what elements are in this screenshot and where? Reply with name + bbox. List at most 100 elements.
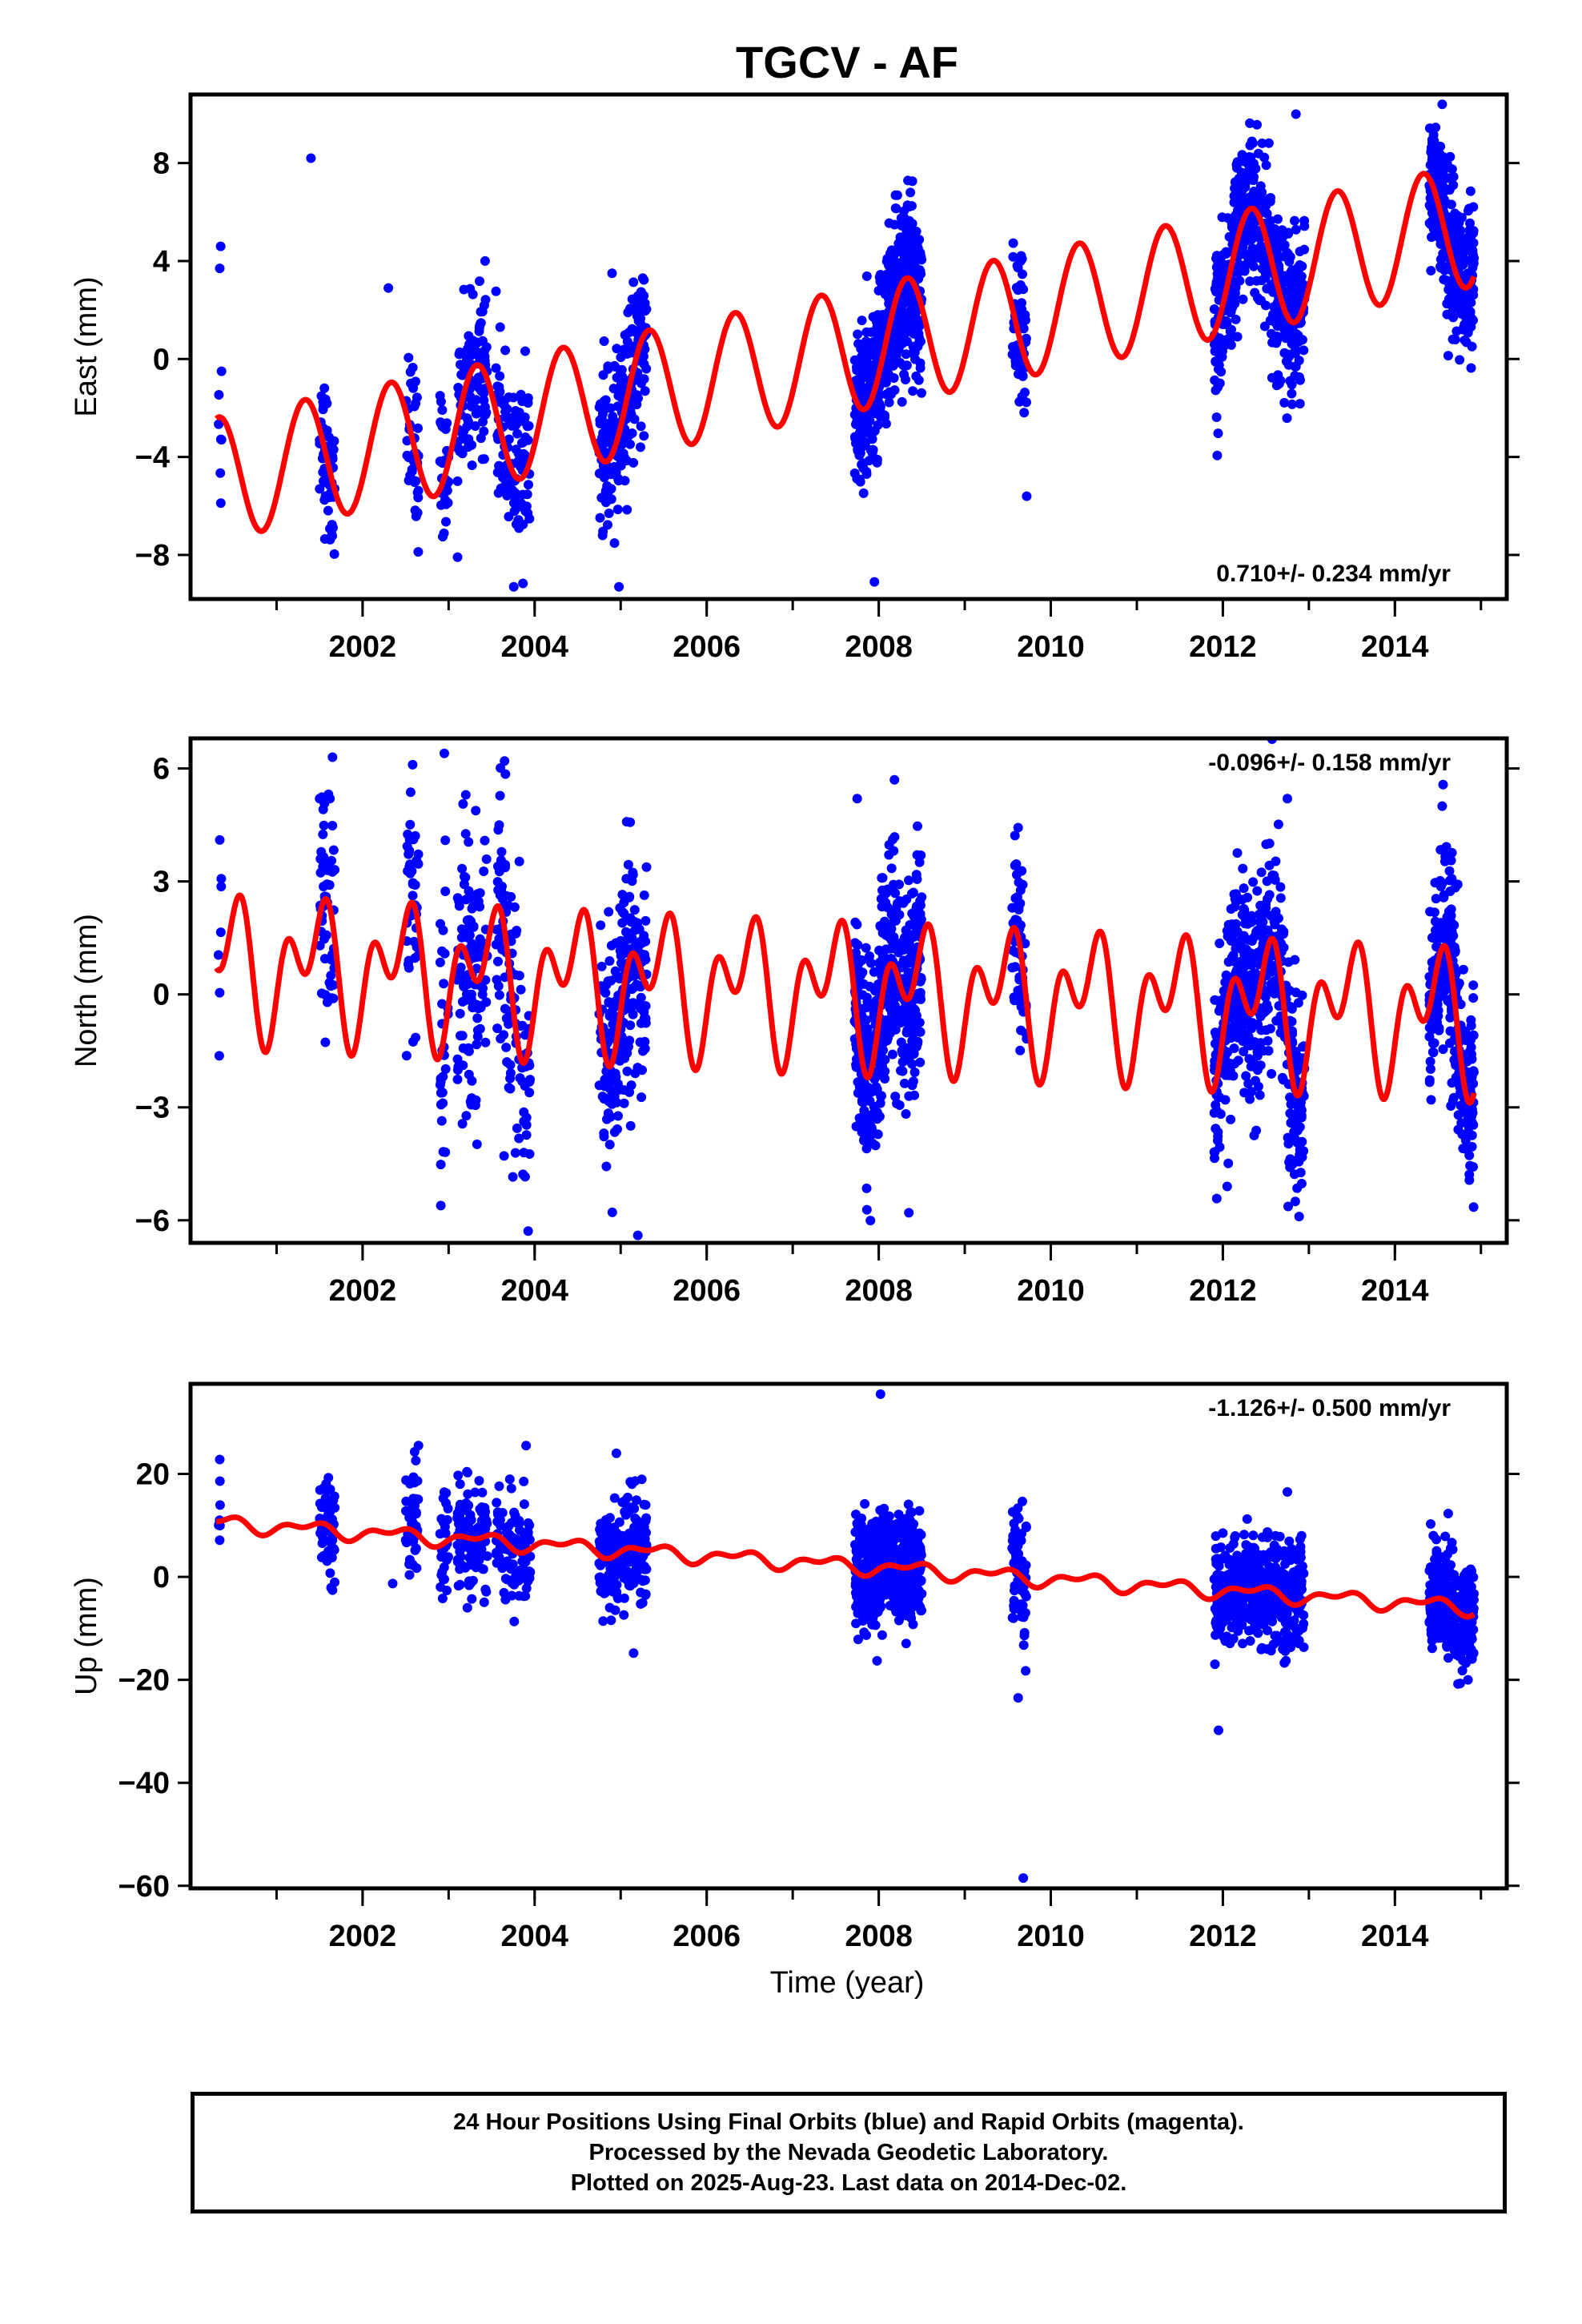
data-point (861, 437, 871, 448)
data-point (1219, 986, 1229, 996)
data-point (903, 1019, 913, 1028)
data-point (1273, 819, 1283, 830)
data-point (881, 1015, 892, 1025)
data-point (1464, 203, 1474, 214)
data-point (401, 1475, 412, 1486)
data-point (1213, 276, 1223, 287)
data-point (467, 397, 477, 408)
data-point (458, 798, 468, 809)
data-point (1209, 304, 1219, 314)
data-point (462, 1602, 472, 1613)
data-point (852, 939, 862, 950)
data-point (896, 1065, 905, 1076)
data-point (1438, 1044, 1448, 1055)
data-point (1288, 1114, 1299, 1124)
data-point (467, 460, 477, 470)
data-point (1227, 929, 1237, 939)
data-point (1015, 256, 1026, 266)
data-point (215, 927, 226, 938)
y-tick-label: 0 (153, 343, 170, 376)
data-point (869, 402, 880, 412)
data-point (855, 422, 865, 432)
data-point (500, 412, 511, 423)
data-point (440, 835, 451, 846)
data-point (873, 339, 883, 349)
data-point (480, 1037, 491, 1047)
data-point (1215, 1142, 1225, 1152)
data-point (306, 153, 316, 163)
data-point (437, 999, 448, 1009)
x-tick-label: 2014 (1361, 630, 1429, 664)
data-point (522, 421, 532, 432)
data-point (523, 1226, 533, 1236)
data-point (471, 806, 481, 816)
data-point (462, 346, 472, 356)
data-point (514, 1515, 524, 1526)
data-point (909, 348, 920, 357)
data-point (1232, 211, 1243, 221)
data-point (1022, 491, 1032, 501)
data-point (885, 991, 895, 1001)
data-point (1443, 351, 1453, 361)
data-point (1011, 859, 1022, 869)
data-point (604, 1073, 614, 1084)
data-point (1021, 333, 1031, 344)
data-point (852, 473, 862, 484)
data-point (468, 289, 478, 300)
data-point (1274, 379, 1284, 389)
data-point (1237, 895, 1247, 905)
data-point (1264, 838, 1275, 849)
data-point (628, 277, 639, 287)
data-point (1426, 1095, 1436, 1105)
data-point (1245, 1094, 1255, 1104)
data-point (1226, 1114, 1236, 1124)
data-point (1468, 1030, 1479, 1040)
data-point (459, 981, 468, 991)
data-point (638, 352, 648, 361)
data-point (1013, 822, 1023, 833)
data-point (1291, 1047, 1301, 1057)
data-point (913, 329, 924, 339)
data-point (460, 434, 471, 444)
data-point (404, 849, 414, 859)
data-point (518, 437, 528, 448)
data-point (912, 850, 922, 860)
data-point (494, 820, 504, 830)
data-point (905, 999, 916, 1010)
data-point (1465, 1160, 1476, 1171)
data-point (327, 752, 338, 762)
data-point (1243, 172, 1254, 183)
model-curve (214, 892, 1477, 1106)
data-point (1210, 375, 1220, 385)
data-point (510, 1148, 520, 1158)
x-tick-label: 2012 (1189, 1274, 1257, 1308)
data-point (1435, 261, 1445, 271)
data-point (1018, 269, 1027, 279)
data-point (880, 274, 890, 284)
data-point (1424, 1077, 1435, 1088)
data-point (215, 834, 225, 845)
data-point (599, 1132, 609, 1142)
data-point (1262, 999, 1272, 1010)
data-point (1016, 1025, 1026, 1035)
data-point (404, 452, 414, 463)
data-point (612, 1592, 623, 1602)
data-point (1442, 299, 1452, 309)
data-point (319, 401, 328, 412)
data-point (1430, 225, 1440, 235)
data-point (1447, 931, 1458, 941)
data-point (436, 1100, 446, 1110)
data-point (1014, 877, 1024, 887)
data-point (1211, 287, 1221, 297)
data-point (639, 431, 649, 441)
data-point (619, 1098, 629, 1108)
data-point (436, 1160, 446, 1170)
data-point (479, 866, 489, 876)
data-point (1267, 337, 1278, 348)
data-point (881, 373, 892, 384)
data-point (598, 1616, 608, 1626)
data-point (1020, 388, 1030, 397)
data-point (1221, 970, 1231, 980)
data-point (865, 1120, 876, 1131)
data-point (472, 1139, 482, 1149)
